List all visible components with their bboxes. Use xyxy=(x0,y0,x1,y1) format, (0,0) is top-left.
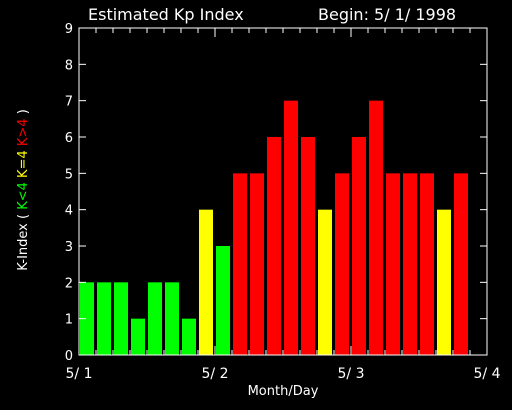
y-tick-label: 4 xyxy=(65,204,73,219)
y-tick-label: 2 xyxy=(65,276,73,291)
y-tick-label: 5 xyxy=(65,167,73,182)
y-axis-label-part: ) xyxy=(16,109,31,118)
x-tick-label: 5/ 1 xyxy=(66,366,93,382)
y-axis-label-part: K>4 xyxy=(16,118,31,150)
bar xyxy=(165,282,179,355)
bar xyxy=(267,137,281,355)
bar xyxy=(80,282,94,355)
y-axis-label-part: K=4 xyxy=(16,150,31,182)
y-axis-label-part: ( xyxy=(16,214,31,223)
bar xyxy=(199,209,213,355)
bar xyxy=(437,209,451,355)
y-tick-label: 8 xyxy=(65,58,73,73)
bar xyxy=(216,246,230,355)
bar-series xyxy=(80,100,468,356)
bar xyxy=(301,137,315,355)
chart-title: Estimated Kp Index xyxy=(88,5,244,24)
x-tick-label: 5/ 2 xyxy=(202,366,229,382)
bar xyxy=(284,100,298,356)
y-axis-label-part: K-Index xyxy=(16,223,31,271)
bar xyxy=(369,100,383,356)
y-tick-label: 0 xyxy=(65,349,73,364)
bar xyxy=(97,282,111,355)
x-tick-label: 5/ 3 xyxy=(338,366,365,382)
y-tick-label: 9 xyxy=(65,22,73,37)
bar xyxy=(335,173,349,355)
bar xyxy=(386,173,400,355)
y-tick-label: 1 xyxy=(65,313,73,328)
y-axis-label-part: K<4 xyxy=(16,182,31,214)
bar xyxy=(420,173,434,355)
y-tick-label: 7 xyxy=(65,95,73,110)
bar xyxy=(148,282,162,355)
y-tick-label: 6 xyxy=(65,131,73,146)
bar xyxy=(114,282,128,355)
bar xyxy=(403,173,417,355)
y-axis-label: K-Index ( K<4 K=4 K>4 ) xyxy=(16,109,31,271)
begin-date-label: Begin: 5/ 1/ 1998 xyxy=(318,5,456,24)
bar xyxy=(318,209,332,355)
y-tick-label: 3 xyxy=(65,240,73,255)
x-axis-label: Month/Day xyxy=(248,384,319,399)
bar xyxy=(250,173,264,355)
bar xyxy=(233,173,247,355)
bar xyxy=(352,137,366,355)
bar xyxy=(454,173,468,355)
bar xyxy=(131,318,145,355)
x-tick-label: 5/ 4 xyxy=(474,366,501,382)
axes: 0 1 2 3 4 5 6 7 8 9 5/ 1 5/ 2 5/ 3 5/ 4 xyxy=(65,22,501,382)
bar xyxy=(182,318,196,355)
